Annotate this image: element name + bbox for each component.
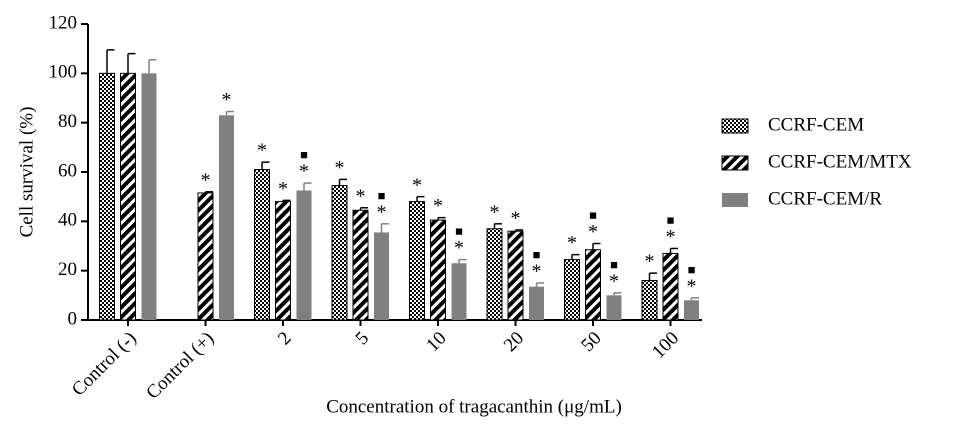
bar [684, 300, 699, 320]
significance-mark: * [454, 237, 464, 259]
legend-swatch [722, 193, 748, 207]
significance-mark: ■ [300, 147, 308, 162]
y-tick-label: 40 [58, 210, 77, 231]
y-tick-label: 80 [58, 111, 77, 132]
bar [451, 263, 467, 320]
bar [99, 72, 115, 321]
significance-mark: ■ [533, 247, 541, 262]
legend-label: CCRF-CEM/R [768, 188, 882, 209]
significance-mark: ■ [610, 257, 618, 272]
y-tick-label: 0 [68, 308, 78, 329]
significance-mark: * [532, 261, 542, 283]
x-tick-label: 5 [352, 328, 374, 350]
bar [374, 232, 389, 320]
x-tick-label: Control (+) [142, 328, 218, 404]
bar [606, 295, 622, 320]
significance-mark: ■ [455, 224, 463, 239]
significance-mark: * [666, 226, 676, 248]
x-tick-label: 20 [500, 328, 528, 356]
significance-mark: ■ [688, 262, 696, 277]
significance-mark: * [490, 201, 500, 223]
significance-mark: ■ [589, 208, 597, 223]
bar [486, 228, 503, 321]
significance-mark: * [567, 232, 577, 254]
y-tick-label: 60 [58, 160, 77, 181]
bar [219, 115, 234, 321]
significance-mark: * [222, 89, 232, 111]
bar [197, 192, 214, 321]
x-axis-label: Concentration of tragacanthin (μg/mL) [326, 396, 622, 417]
significance-mark: * [588, 221, 598, 243]
bar [120, 72, 136, 321]
y-tick-label: 20 [58, 259, 77, 280]
bar [352, 209, 369, 321]
bar [331, 185, 348, 321]
significance-mark: * [412, 174, 422, 196]
bar [641, 280, 658, 321]
legend-label: CCRF-CEM/MTX [768, 151, 912, 172]
legend-swatch [721, 155, 749, 171]
bar [430, 219, 446, 321]
y-tick-label: 120 [49, 12, 78, 33]
x-tick-label: 50 [577, 328, 605, 356]
significance-mark: * [356, 185, 366, 207]
bar [254, 169, 270, 321]
bar [507, 230, 524, 321]
legend-label: CCRF-CEM [768, 114, 864, 135]
significance-mark: * [609, 270, 619, 292]
bar [296, 190, 312, 320]
significance-mark: * [278, 178, 288, 200]
bar [564, 259, 580, 321]
significance-mark: * [335, 157, 345, 179]
significance-mark: * [433, 195, 443, 217]
significance-mark: * [377, 201, 387, 223]
legend-swatch [721, 118, 749, 134]
y-tick-label: 100 [49, 62, 78, 83]
significance-mark: * [511, 208, 521, 230]
significance-mark: ■ [667, 212, 675, 227]
y-axis-label: Cell survival (%) [16, 107, 37, 238]
bar [529, 286, 544, 320]
significance-mark: * [257, 140, 267, 162]
significance-mark: * [299, 161, 309, 183]
x-tick-label: 2 [274, 328, 296, 350]
bar [141, 73, 157, 320]
bar [585, 249, 601, 321]
significance-mark: * [201, 169, 211, 191]
significance-mark: * [645, 251, 655, 273]
bar [275, 201, 291, 321]
bar [409, 201, 425, 321]
x-tick-label: 100 [648, 328, 683, 363]
x-tick-label: Control (-) [68, 328, 141, 401]
x-tick-label: 10 [422, 328, 450, 356]
bar [662, 252, 679, 321]
significance-mark: * [687, 275, 697, 297]
significance-mark: ■ [378, 188, 386, 203]
